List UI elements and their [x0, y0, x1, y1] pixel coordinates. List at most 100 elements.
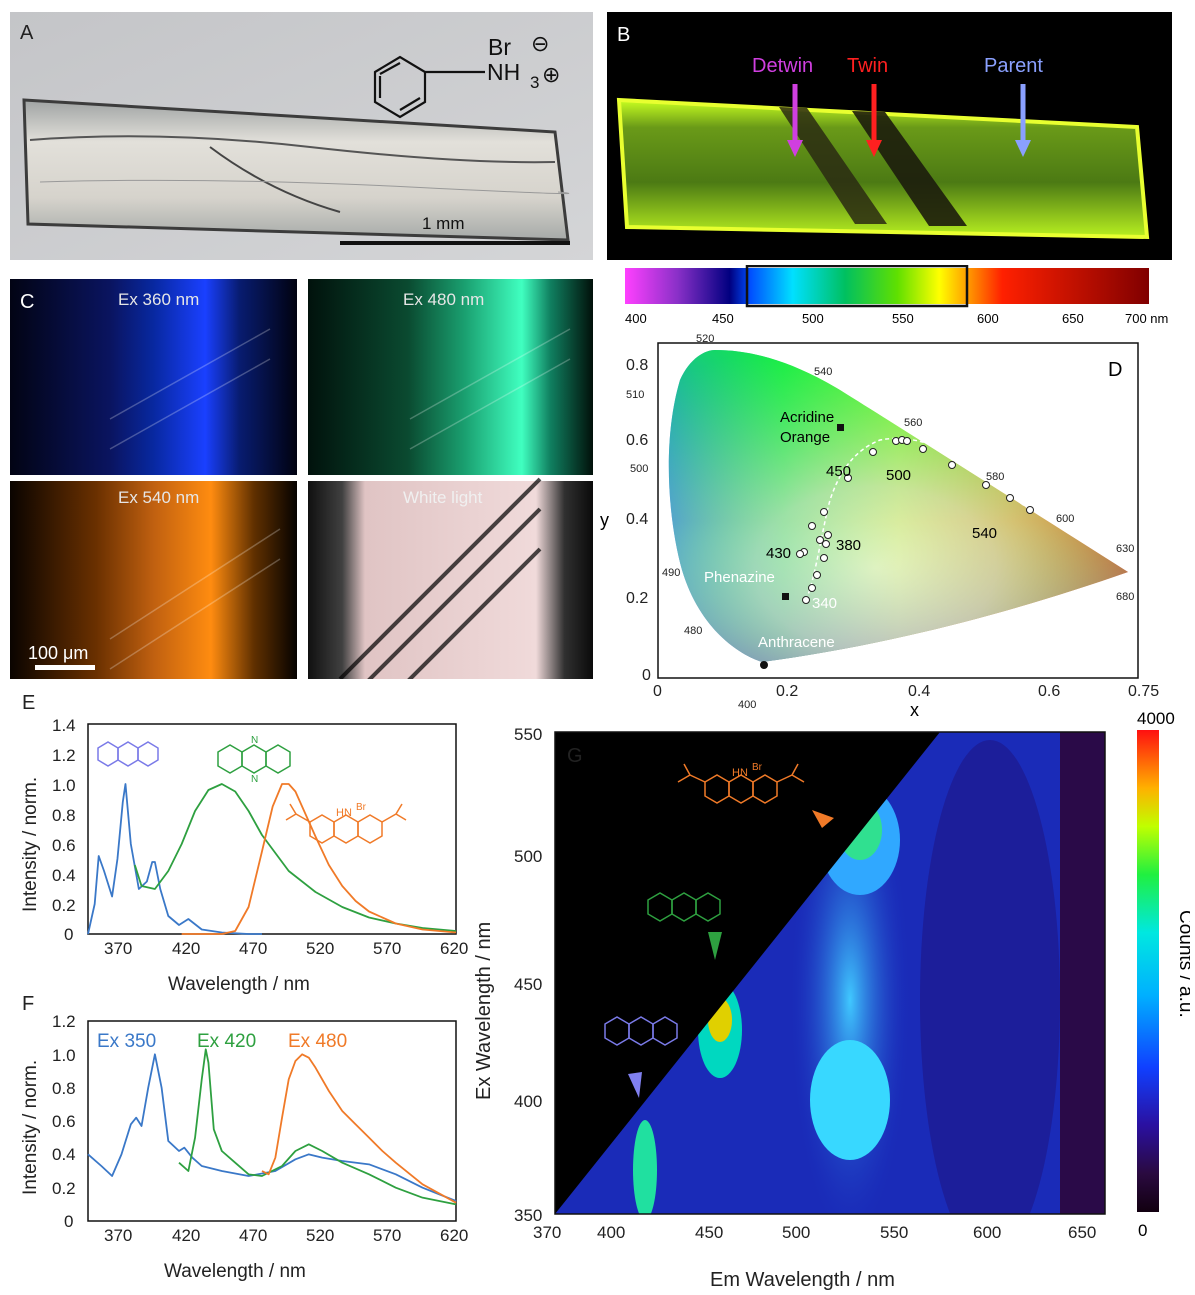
- arrow-detwin: Detwin: [752, 55, 813, 157]
- svg-text:0: 0: [653, 683, 662, 700]
- svg-text:470: 470: [239, 939, 267, 958]
- svg-text:Twin: Twin: [847, 55, 888, 77]
- svg-text:630: 630: [1116, 543, 1134, 555]
- svg-text:0: 0: [64, 925, 73, 944]
- svg-text:N: N: [251, 735, 258, 746]
- svg-text:Anthracene: Anthracene: [758, 634, 835, 651]
- anthracene-structure-g: [604, 1016, 678, 1046]
- acridine-orange-marker: [837, 424, 844, 431]
- svg-text:450: 450: [826, 463, 851, 480]
- panel-a-label: A: [20, 22, 34, 44]
- trajectory: [805, 437, 1031, 601]
- g-ylabel: Ex Wavelength / nm: [473, 922, 495, 1100]
- svg-text:1.0: 1.0: [52, 776, 76, 795]
- scale-text: 1 mm: [422, 214, 465, 233]
- svg-text:500: 500: [630, 463, 648, 475]
- svg-text:0.8: 0.8: [52, 1079, 76, 1098]
- svg-text:510: 510: [626, 389, 644, 401]
- scale-text-c: 100 μm: [28, 643, 88, 663]
- svg-text:470: 470: [239, 1226, 267, 1245]
- svg-text:Acridine: Acridine: [780, 409, 834, 426]
- f-ylabel: Intensity / norm.: [20, 1060, 41, 1195]
- svg-text:1.2: 1.2: [52, 746, 76, 765]
- peak-anthracene: [633, 1120, 657, 1214]
- series-line-f-1: [178, 1048, 457, 1206]
- anthracene-structure: [97, 741, 159, 767]
- svg-text:0.6: 0.6: [52, 836, 76, 855]
- tile-ex360: [10, 279, 297, 475]
- svg-text:0.4: 0.4: [52, 866, 76, 885]
- svg-text:0.6: 0.6: [52, 1112, 76, 1131]
- tile-label-ex480: Ex 480 nm: [403, 290, 484, 309]
- svg-text:490: 490: [662, 567, 680, 579]
- cie-y-label: y: [600, 510, 609, 530]
- svg-text:650: 650: [1062, 311, 1084, 326]
- svg-text:430: 430: [766, 545, 791, 562]
- svg-text:450: 450: [712, 311, 734, 326]
- svg-text:0.2: 0.2: [52, 1179, 76, 1198]
- anthracene-marker: [760, 661, 768, 669]
- arrow-twin: Twin: [847, 55, 888, 157]
- svg-text:N: N: [344, 807, 352, 819]
- svg-text:580: 580: [986, 471, 1004, 483]
- panel-f-label: F: [22, 993, 35, 1015]
- acridine-orange-structure: [285, 803, 407, 844]
- panel-d: Acridine Orange Phenazine Anthracene 450…: [590, 330, 1190, 725]
- svg-text:0.4: 0.4: [626, 511, 648, 528]
- svg-text:600: 600: [973, 1223, 1001, 1242]
- svg-text:520: 520: [696, 333, 714, 345]
- cie-x-label: x: [910, 700, 919, 720]
- svg-text:370: 370: [104, 939, 132, 958]
- arrow-parent: Parent: [984, 55, 1043, 157]
- legend-ex480: Ex 480: [288, 1031, 347, 1052]
- acridine-orange-structure-g: [677, 763, 805, 804]
- series-line-e-0: [87, 783, 262, 935]
- panel-c-label: C: [20, 291, 35, 313]
- svg-text:620: 620: [440, 1226, 468, 1245]
- svg-text:0.2: 0.2: [52, 896, 76, 915]
- svg-text:4000: 4000: [1137, 709, 1175, 728]
- tile-white: [308, 481, 593, 679]
- anilinium-structure: [373, 55, 485, 119]
- legend-ex350: Ex 350: [97, 1031, 156, 1052]
- data-points: [796, 436, 1034, 604]
- cie-diagram: Acridine Orange Phenazine Anthracene 450…: [600, 333, 1159, 720]
- svg-text:Detwin: Detwin: [752, 55, 813, 77]
- svg-text:370: 370: [533, 1223, 561, 1242]
- rayleigh-mask: [555, 732, 940, 1214]
- svg-text:1.0: 1.0: [52, 1046, 76, 1065]
- svg-text:570: 570: [373, 1226, 401, 1245]
- svg-text:0.6: 0.6: [1038, 683, 1060, 700]
- svg-text:550: 550: [514, 725, 542, 744]
- svg-text:480: 480: [684, 625, 702, 637]
- svg-text:N: N: [740, 767, 748, 779]
- svg-text:0.2: 0.2: [776, 683, 798, 700]
- br-label: Br: [488, 34, 511, 60]
- series-line-f-2: [261, 1053, 457, 1204]
- svg-text:500: 500: [782, 1223, 810, 1242]
- svg-text:450: 450: [695, 1223, 723, 1242]
- nh-label: NH: [487, 59, 520, 85]
- svg-text:540: 540: [814, 366, 832, 378]
- detwin-band: [779, 107, 887, 224]
- panel-c: 100 μm Ex 360 nm Ex 480 nm Ex 540 nm Whi…: [10, 279, 593, 751]
- svg-text:550: 550: [880, 1223, 908, 1242]
- svg-text:650: 650: [1068, 1223, 1096, 1242]
- panel-g: 4000 0 Counts / a.u. H N Br 370 400: [470, 700, 1195, 1291]
- svg-text:600: 600: [977, 311, 999, 326]
- panel-b-photo: Detwin Twin Parent: [616, 55, 1150, 240]
- svg-text:Br: Br: [752, 762, 763, 773]
- arrow-acridine: [812, 810, 834, 828]
- svg-text:540: 540: [972, 525, 997, 542]
- svg-text:400: 400: [625, 311, 647, 326]
- phenazine-structure: [217, 744, 291, 774]
- crystal: [22, 98, 570, 242]
- svg-text:400: 400: [597, 1223, 625, 1242]
- arrow-anthracene: [628, 1072, 642, 1098]
- series-line-f-0: [87, 1053, 457, 1202]
- e-xlabel: Wavelength / nm: [168, 974, 310, 995]
- chart-f: Ex 350 Ex 420 Ex 480 370 420 470 520 570…: [20, 1012, 468, 1282]
- chart-e: N N H N Br 370 420 470 520 570 620 0 0.2…: [20, 716, 468, 995]
- svg-text:520: 520: [306, 939, 334, 958]
- panel-f: F Ex 350 Ex 420 Ex 480 370 420 470 520 5…: [0, 985, 470, 1285]
